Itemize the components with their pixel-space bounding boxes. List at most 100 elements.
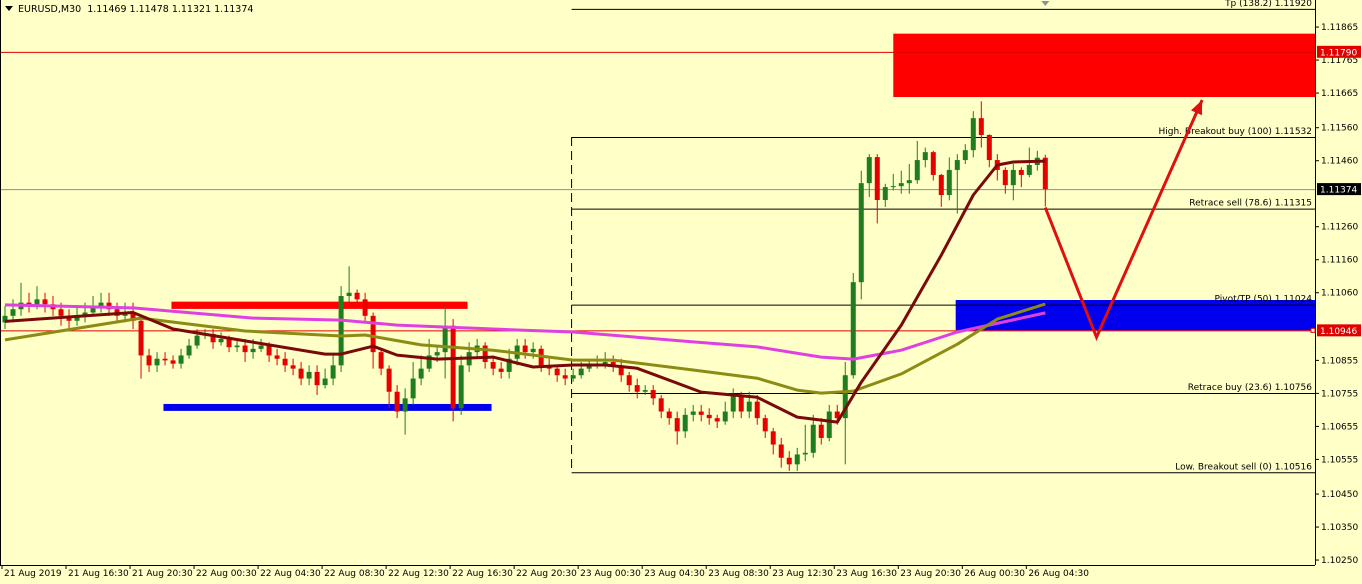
x-tick-label: 22 Aug 00:30 — [196, 569, 257, 579]
candle — [162, 352, 168, 366]
candle-body — [882, 187, 888, 200]
candle — [274, 348, 280, 366]
candle-body — [2, 315, 8, 323]
candle — [674, 411, 680, 445]
candle-body — [706, 414, 712, 419]
y-tick-label: 1.10555 — [1321, 455, 1358, 465]
candle — [626, 371, 632, 392]
candle — [778, 437, 784, 468]
candle — [730, 388, 736, 419]
candle-body — [714, 418, 720, 422]
dropdown-triangle-icon[interactable] — [5, 6, 13, 11]
candle — [106, 292, 112, 316]
candle-body — [490, 362, 496, 369]
candle-body — [770, 431, 776, 445]
candle-body — [362, 299, 368, 316]
candle-body — [722, 411, 728, 422]
x-tick-label: 23 Aug 16:30 — [836, 569, 897, 579]
candle-body — [858, 183, 864, 283]
candle-body — [970, 118, 976, 151]
candle — [562, 368, 568, 386]
candle — [354, 289, 360, 306]
candle-body — [730, 395, 736, 412]
candle-body — [1042, 157, 1048, 190]
candle — [610, 355, 616, 372]
price-label-box — [1317, 183, 1361, 196]
y-tick-label: 1.10755 — [1321, 389, 1358, 399]
y-tick-label: 1.11460 — [1321, 157, 1358, 167]
candle — [706, 408, 712, 425]
candle-body — [1026, 165, 1032, 175]
candle-body — [874, 157, 880, 200]
candle-body — [218, 338, 224, 343]
candle-body — [698, 411, 704, 415]
candle — [930, 150, 936, 181]
candle-body — [834, 411, 840, 419]
candle — [18, 282, 24, 316]
candle — [1010, 164, 1016, 201]
candle — [850, 272, 856, 379]
candle-body — [154, 358, 160, 366]
candle-body — [58, 309, 64, 316]
candle — [906, 164, 912, 194]
candle — [338, 286, 344, 372]
candle — [290, 358, 296, 376]
candle — [138, 315, 144, 379]
moving-average-line-0 — [4, 303, 1046, 361]
candle — [26, 292, 32, 313]
forecast-arrow-line[interactable] — [1043, 99, 1204, 342]
y-tick-label: 1.11765 — [1321, 56, 1358, 66]
candle-body — [578, 368, 584, 376]
candle-body — [794, 454, 800, 465]
level-bar-1[interactable] — [163, 403, 492, 411]
zone-rectangle-0[interactable] — [893, 33, 1315, 98]
candle — [322, 368, 328, 389]
fibo-level-label: High. Breakout buy (100) 1.11532 — [1158, 127, 1312, 137]
fibo-level-label: Tp (138.2) 1.11920 — [1224, 0, 1312, 9]
candle — [842, 362, 848, 465]
x-tick-label: 21 Aug 20:30 — [132, 569, 193, 579]
candle-body — [458, 365, 464, 409]
x-tick-label: 22 Aug 08:30 — [324, 569, 385, 579]
candle — [370, 312, 376, 369]
candle-body — [338, 296, 344, 366]
candle-body — [586, 365, 592, 369]
line-handle-icon[interactable] — [1310, 327, 1316, 333]
candle — [898, 170, 904, 194]
x-tick-label: 22 Aug 04:30 — [260, 569, 321, 579]
candle-body — [602, 362, 608, 364]
candle — [418, 355, 424, 386]
candle-body — [898, 183, 904, 187]
candle — [210, 329, 216, 349]
candle — [506, 348, 512, 379]
candle-body — [42, 299, 48, 305]
x-tick-label: 21 Aug 2019 — [4, 569, 62, 579]
candle — [922, 147, 928, 168]
candle — [858, 170, 864, 300]
candle — [946, 157, 952, 201]
candle — [770, 428, 776, 455]
candle — [378, 348, 384, 376]
candle-body — [866, 157, 872, 184]
x-tick-label: 23 Aug 00:30 — [580, 569, 641, 579]
candle — [914, 140, 920, 184]
candle-body — [890, 186, 896, 188]
candle-body — [746, 401, 752, 412]
level-bar-0[interactable] — [171, 301, 468, 309]
candle-body — [674, 418, 680, 432]
fibo-marker-triangle-icon[interactable] — [1041, 1, 1050, 6]
candle-body — [498, 368, 504, 372]
candle — [754, 395, 760, 425]
candle-body — [210, 333, 216, 343]
ohlc-readout: 1.11469 1.11478 1.11321 1.11374 — [87, 4, 254, 15]
candle-body — [626, 375, 632, 386]
candle — [826, 404, 832, 442]
candle-body — [330, 365, 336, 379]
candle — [650, 385, 656, 405]
candle — [282, 352, 288, 372]
price-label: 1.11374 — [1320, 186, 1357, 196]
candle-body — [1018, 169, 1024, 175]
candle — [882, 183, 888, 207]
